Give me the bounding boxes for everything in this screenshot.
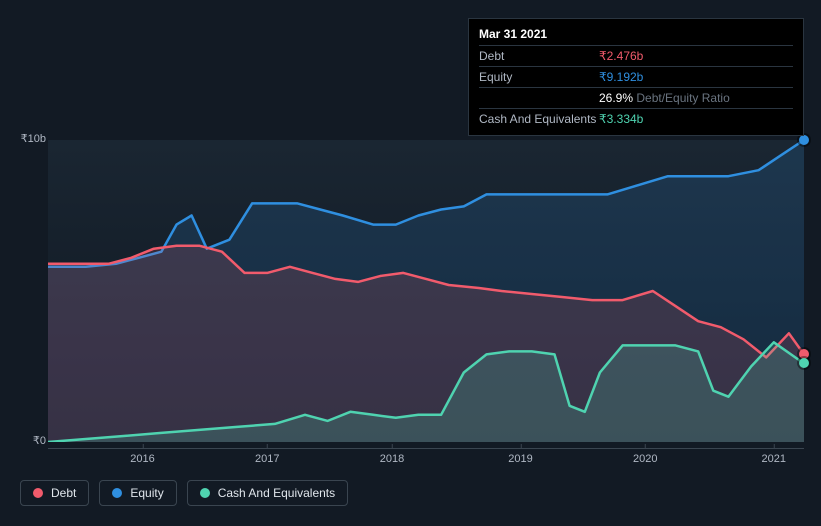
x-axis-tick-label: 2020: [633, 449, 657, 465]
legend: Debt Equity Cash And Equivalents: [20, 480, 348, 506]
series-marker: [799, 358, 809, 368]
tooltip-row-value: ₹2.476b: [599, 47, 643, 65]
y-axis-tick-label: ₹0: [33, 434, 46, 447]
chart-plot-area: [48, 140, 804, 442]
x-axis-tick-label: 2017: [255, 449, 279, 465]
tooltip-row-label: Debt: [479, 47, 599, 65]
tooltip-row: Debt₹2.476b: [479, 45, 793, 66]
legend-dot-icon: [33, 488, 43, 498]
tooltip-row: Equity₹9.192b: [479, 66, 793, 87]
tooltip-row: Cash And Equivalents₹3.334b: [479, 108, 793, 129]
tooltip-row-value: ₹3.334b: [599, 110, 643, 128]
tooltip-row: 26.9% Debt/Equity Ratio: [479, 87, 793, 108]
tooltip-date: Mar 31 2021: [479, 25, 793, 45]
x-axis: 2016 2017 2018 2019 2020 2021: [48, 448, 804, 468]
legend-item-label: Cash And Equivalents: [218, 486, 335, 500]
x-axis-tick-label: 2016: [130, 449, 154, 465]
legend-item[interactable]: Cash And Equivalents: [187, 480, 348, 506]
legend-item[interactable]: Debt: [20, 480, 89, 506]
x-axis-tick-label: 2019: [508, 449, 532, 465]
legend-item-label: Equity: [130, 486, 163, 500]
x-axis-tick-label: 2021: [762, 449, 786, 465]
legend-item-label: Debt: [51, 486, 76, 500]
legend-dot-icon: [112, 488, 122, 498]
chart-svg: [48, 140, 804, 442]
legend-dot-icon: [200, 488, 210, 498]
tooltip-row-label: Equity: [479, 68, 599, 86]
legend-item[interactable]: Equity: [99, 480, 176, 506]
x-axis-tick-label: 2018: [380, 449, 404, 465]
tooltip-row-label: [479, 89, 599, 107]
chart-tooltip: Mar 31 2021 Debt₹2.476bEquity₹9.192b26.9…: [468, 18, 804, 136]
series-marker: [799, 135, 809, 145]
tooltip-rows: Debt₹2.476bEquity₹9.192b26.9% Debt/Equit…: [479, 45, 793, 129]
tooltip-row-value: 26.9% Debt/Equity Ratio: [599, 89, 730, 107]
y-axis-tick-label: ₹10b: [21, 132, 46, 145]
tooltip-row-label: Cash And Equivalents: [479, 110, 599, 128]
tooltip-row-value: ₹9.192b: [599, 68, 643, 86]
